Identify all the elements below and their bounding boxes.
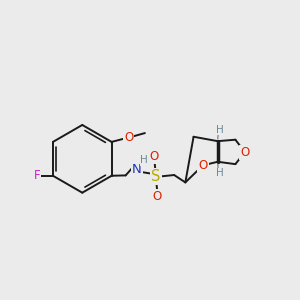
Text: S: S bbox=[151, 169, 160, 184]
Text: F: F bbox=[33, 169, 40, 182]
Text: H: H bbox=[140, 155, 148, 165]
Text: O: O bbox=[124, 131, 133, 144]
Text: H: H bbox=[216, 168, 224, 178]
Text: O: O bbox=[198, 159, 208, 172]
Text: H: H bbox=[216, 125, 224, 135]
Text: O: O bbox=[150, 150, 159, 163]
Text: O: O bbox=[153, 190, 162, 203]
Text: O: O bbox=[240, 146, 249, 159]
Text: N: N bbox=[132, 163, 142, 176]
